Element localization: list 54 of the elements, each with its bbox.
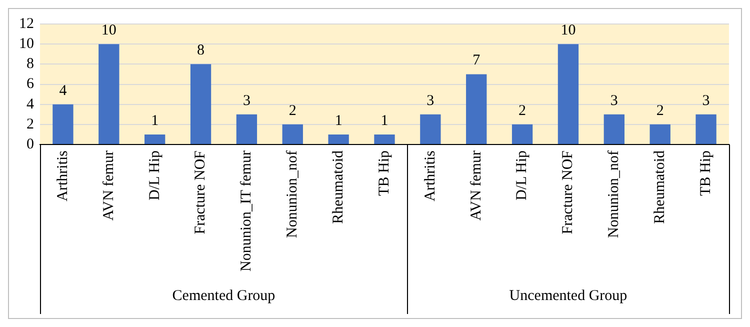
y-tick-label: 12 <box>19 16 34 32</box>
bar <box>696 114 716 144</box>
bar <box>512 124 533 144</box>
y-tick-label: 8 <box>26 56 34 72</box>
x-tick-label: Fracture NOF <box>560 150 576 234</box>
x-tick-label: Fracture NOF <box>192 150 209 234</box>
data-label: 1 <box>151 112 159 129</box>
data-label: 10 <box>101 22 116 39</box>
data-label: 10 <box>560 22 576 39</box>
data-label: 4 <box>59 82 68 99</box>
bar <box>466 74 487 144</box>
text: Uncemented Group <box>509 288 628 304</box>
x-tick-label: D/L Hip <box>146 150 163 200</box>
x-tick-label: D/L Hip <box>514 150 530 200</box>
data-label: 7 <box>472 52 481 69</box>
data-label: 3 <box>702 92 710 109</box>
x-tick-label: AVN femur <box>468 150 484 221</box>
x-tick-label: AVN femur <box>100 150 117 221</box>
x-tick-label: Arthritis <box>422 150 438 202</box>
data-label: 3 <box>426 92 434 109</box>
data-label: 2 <box>288 102 296 119</box>
data-label: 2 <box>656 102 664 119</box>
x-tick-label: Arthritis <box>54 150 71 202</box>
data-label: 2 <box>518 102 526 119</box>
bar <box>98 44 120 144</box>
y-tick-label: 4 <box>26 96 34 112</box>
y-tick-label: 2 <box>26 116 34 132</box>
bar <box>604 114 624 144</box>
data-label: 3 <box>242 92 250 109</box>
bar <box>282 124 303 144</box>
x-tick-label: Nonunion_nof <box>284 150 301 238</box>
bar <box>328 134 349 144</box>
x-tick-label: Nonunion_nof <box>606 150 622 238</box>
data-label: 8 <box>197 42 205 59</box>
bar <box>190 64 212 144</box>
bar <box>650 124 670 144</box>
bar <box>52 104 74 144</box>
data-label: 3 <box>610 92 618 109</box>
y-tick-label: 6 <box>26 76 34 92</box>
bar <box>558 44 579 144</box>
x-tick-label: TB Hip <box>376 150 392 196</box>
x-tick-label: TB Hip <box>698 150 714 196</box>
text: Cemented Group <box>172 288 276 304</box>
bar <box>420 114 441 144</box>
data-label: 1 <box>334 112 342 129</box>
data-label: 1 <box>380 112 388 129</box>
x-tick-label: Rheumatoid <box>652 150 668 224</box>
y-tick-label: 10 <box>19 36 34 52</box>
x-tick-label: Nonunion_IT femur <box>238 150 255 272</box>
x-tick-label: Rheumatoid <box>330 150 347 224</box>
bar <box>374 134 395 144</box>
y-tick-label: 0 <box>26 136 34 152</box>
bar <box>144 134 166 144</box>
bar <box>236 114 258 144</box>
